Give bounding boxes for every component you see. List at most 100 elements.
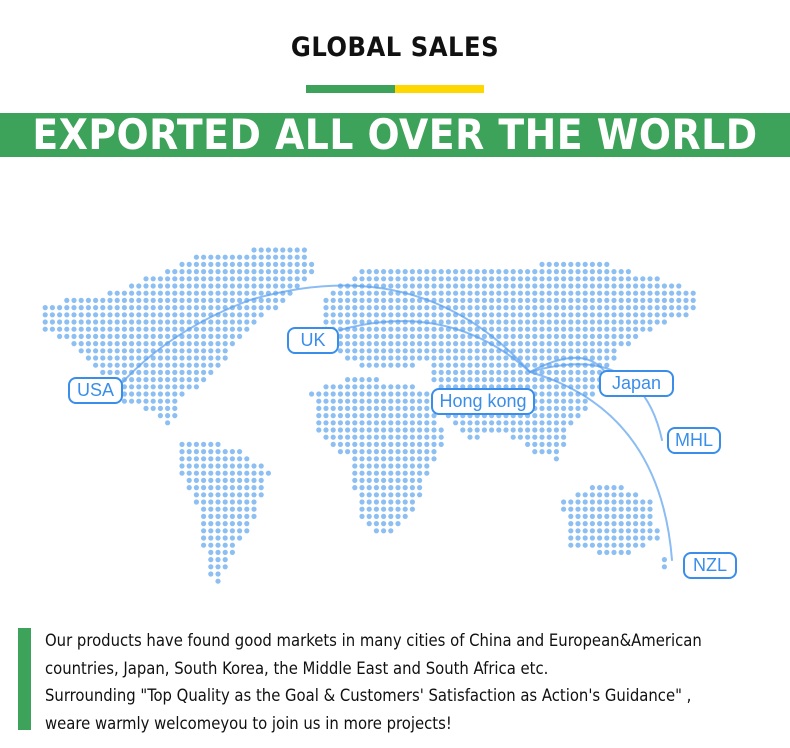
- map-dot: [431, 456, 437, 462]
- map-dot: [222, 506, 228, 512]
- map-dot: [481, 319, 487, 325]
- map-dot: [229, 485, 235, 491]
- map-dot: [201, 254, 207, 260]
- map-dot: [431, 326, 437, 332]
- map-dot: [359, 434, 365, 440]
- map-dot: [690, 297, 696, 303]
- map-dot: [121, 305, 127, 311]
- map-dot: [409, 449, 415, 455]
- map-dot: [244, 477, 250, 483]
- map-dot: [546, 261, 552, 267]
- map-dot: [337, 434, 343, 440]
- map-dot: [489, 326, 495, 332]
- map-dot: [604, 276, 610, 282]
- map-dot: [208, 269, 214, 275]
- map-dot: [532, 312, 538, 318]
- map-dot: [575, 499, 581, 505]
- map-dot: [316, 427, 322, 433]
- map-dot: [129, 305, 135, 311]
- map-dot: [417, 326, 423, 332]
- map-dot: [546, 449, 552, 455]
- map-dot: [201, 456, 207, 462]
- map-dot: [294, 283, 300, 289]
- map-dot: [186, 477, 192, 483]
- map-dot: [359, 312, 365, 318]
- map-dot: [388, 420, 394, 426]
- map-dot: [445, 362, 451, 368]
- map-dot: [517, 319, 524, 325]
- map-dot: [438, 434, 444, 440]
- map-dot: [121, 391, 127, 397]
- map-dot: [136, 290, 142, 296]
- map-dot: [57, 326, 63, 332]
- map-dot: [388, 348, 394, 354]
- map-dot: [582, 369, 588, 375]
- map-dot: [316, 398, 322, 404]
- map-dot: [172, 391, 178, 397]
- map-dot: [381, 297, 387, 303]
- map-dot: [208, 290, 214, 296]
- map-dot: [654, 290, 660, 296]
- map-dot: [611, 521, 617, 527]
- map-dot: [381, 434, 387, 440]
- map-dot: [258, 290, 264, 296]
- map-dot: [121, 341, 127, 347]
- map-dot: [373, 276, 379, 282]
- map-dot: [258, 269, 264, 275]
- map-dot: [683, 312, 689, 318]
- map-dot: [618, 549, 624, 556]
- map-dot: [625, 283, 632, 289]
- map-dot: [337, 405, 343, 411]
- map-dot: [381, 521, 387, 527]
- map-dot: [229, 513, 235, 520]
- map-dot: [323, 297, 329, 303]
- map-dot: [273, 276, 279, 282]
- map-dot: [165, 398, 171, 404]
- map-dot: [517, 341, 524, 347]
- label-mhl: MHL: [667, 427, 721, 454]
- map-dot: [474, 427, 480, 433]
- map-dot: [373, 384, 379, 390]
- map-dot: [215, 535, 221, 541]
- map-dot: [525, 319, 531, 325]
- map-dot: [445, 377, 451, 383]
- map-dot: [172, 398, 178, 404]
- map-dot: [546, 398, 552, 404]
- map-dot: [589, 513, 596, 520]
- map-dot: [157, 398, 163, 404]
- map-dot: [431, 355, 437, 361]
- map-dot: [618, 492, 624, 498]
- map-dot: [193, 492, 199, 498]
- map-dot: [129, 297, 135, 303]
- map-dot: [345, 305, 351, 311]
- map-dot: [417, 413, 423, 419]
- map-dot: [409, 269, 415, 275]
- map-dot: [532, 434, 538, 440]
- map-dot: [481, 341, 487, 347]
- map-dot: [453, 355, 459, 361]
- map-dot: [330, 398, 336, 404]
- map-dot: [215, 305, 221, 311]
- map-dot: [287, 269, 293, 275]
- map-dot: [287, 254, 293, 260]
- map-dot: [345, 420, 351, 426]
- map-dot: [546, 434, 552, 440]
- map-dot: [611, 326, 617, 332]
- map-dot: [323, 420, 329, 426]
- map-dot: [157, 283, 163, 289]
- map-dot: [568, 405, 574, 411]
- map-dot: [301, 254, 307, 260]
- map-dot: [402, 305, 408, 311]
- map-dot: [503, 297, 509, 303]
- map-dot: [417, 492, 423, 498]
- map-dot: [359, 290, 365, 296]
- map-dot: [150, 398, 156, 404]
- map-dot: [222, 535, 228, 541]
- map-dot: [539, 290, 545, 296]
- map-dot: [129, 377, 135, 383]
- map-dot: [489, 420, 495, 426]
- map-dot: [402, 398, 408, 404]
- map-dot: [136, 377, 142, 383]
- map-dot: [395, 305, 401, 311]
- map-dot: [604, 326, 610, 332]
